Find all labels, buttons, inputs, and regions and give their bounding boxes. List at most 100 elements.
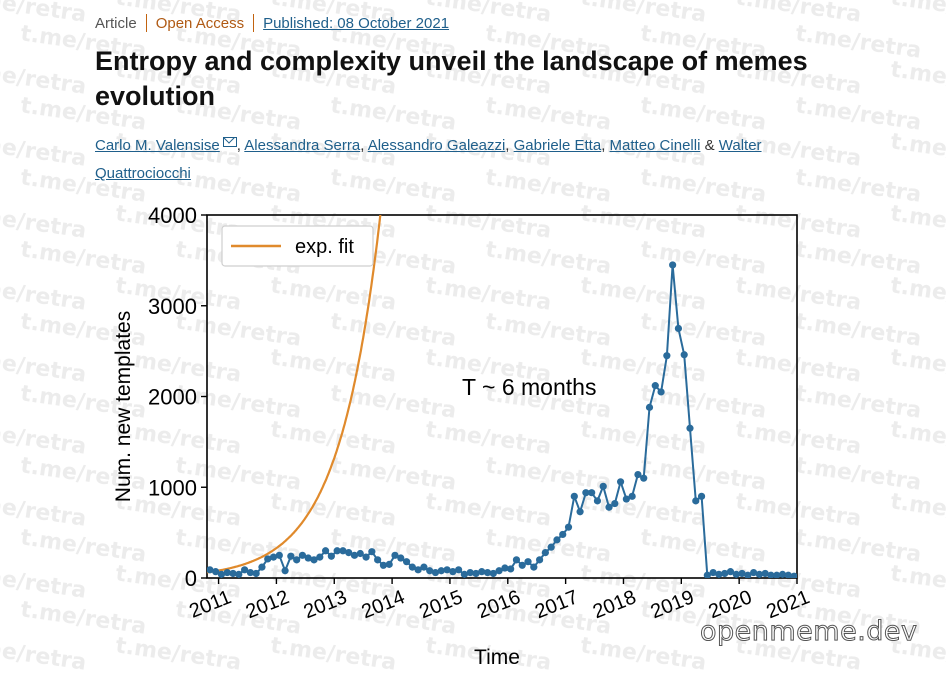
data-point <box>547 543 555 551</box>
y-tick-label: 1000 <box>148 475 197 500</box>
data-point <box>345 548 353 557</box>
data-point <box>553 536 561 544</box>
data-point <box>611 499 619 508</box>
x-axis-label: Time <box>474 646 520 669</box>
x-tick-label: 2017 <box>532 586 582 623</box>
data-point <box>697 492 706 500</box>
legend-label: exp. fit <box>295 236 354 258</box>
data-point <box>310 556 318 564</box>
data-point <box>674 324 683 333</box>
data-point <box>293 556 301 564</box>
data-point <box>207 566 214 574</box>
y-axis-label: Num. new templates <box>112 311 135 502</box>
data-point <box>773 571 781 578</box>
data-point <box>669 261 677 269</box>
author-link[interactable]: Carlo M. Valensise <box>95 137 220 154</box>
data-point <box>316 553 324 561</box>
data-point <box>645 403 654 411</box>
article-title: Entropy and complexity unveil the landsc… <box>95 46 808 111</box>
article-meta: Article Open Access Published: 08 Octobe… <box>95 14 449 32</box>
data-point <box>229 569 237 578</box>
data-point <box>784 571 792 578</box>
data-point <box>732 570 740 578</box>
data-point <box>414 566 422 574</box>
data-point <box>709 568 717 577</box>
legend-box <box>221 225 374 267</box>
data-point <box>431 568 440 577</box>
author-link[interactable]: Alessandro Galeazzi <box>367 137 506 154</box>
data-point <box>321 547 330 555</box>
data-point <box>483 568 492 577</box>
data-point <box>726 568 735 576</box>
data-point <box>541 548 549 557</box>
plot-area <box>207 215 797 578</box>
data-point <box>449 568 457 576</box>
data-point <box>680 351 688 359</box>
data-point <box>327 552 335 560</box>
data-point <box>478 568 486 576</box>
data-point <box>588 489 596 497</box>
figure: 0 1000 2000 3000 4000 2011 2012 2013 2014 2015 201… <box>90 200 820 680</box>
data-point <box>651 382 659 390</box>
author-link[interactable]: Gabriele Etta <box>513 137 602 154</box>
fit-line <box>207 215 382 574</box>
data-point <box>402 558 411 566</box>
data-point <box>356 549 364 558</box>
data-point <box>420 563 428 571</box>
data-point <box>761 569 769 578</box>
author-link[interactable]: Alessandra Serra <box>244 137 361 154</box>
data-point <box>570 492 578 500</box>
mail-icon[interactable] <box>222 137 237 147</box>
data-point <box>622 495 630 503</box>
fit-annotation: T ~ 6 months <box>462 374 596 400</box>
data-point <box>258 563 266 571</box>
data-point <box>408 563 416 571</box>
data-point <box>524 558 532 566</box>
site-watermark: openmeme.dev <box>700 616 918 648</box>
data-point <box>634 470 642 479</box>
data-point <box>564 523 573 531</box>
data-point <box>715 570 723 578</box>
data-point <box>640 474 648 482</box>
x-tick-label: 2016 <box>474 586 524 623</box>
data-point <box>738 569 746 578</box>
meta-divider <box>253 14 255 32</box>
data-point <box>507 565 515 573</box>
data-point <box>385 560 393 568</box>
data-point <box>362 553 370 561</box>
y-tick-label: 0 <box>185 566 197 591</box>
data-point <box>605 503 613 511</box>
data-point <box>663 352 671 360</box>
data-point <box>287 552 295 560</box>
data-point <box>686 424 694 432</box>
article-type: Article <box>95 14 137 32</box>
x-tick-label: 2012 <box>243 586 293 623</box>
y-tick-label: 4000 <box>148 203 197 228</box>
data-point <box>269 553 278 561</box>
data-point <box>350 551 359 559</box>
data-point <box>455 566 463 574</box>
data-point <box>252 569 260 578</box>
x-tick-label: 2015 <box>416 586 466 623</box>
data-point <box>582 489 590 497</box>
data-point <box>397 554 405 562</box>
data-point <box>391 551 399 559</box>
data-point <box>778 570 787 578</box>
data-point <box>460 570 469 578</box>
data-point <box>443 566 451 574</box>
data-point <box>559 530 567 539</box>
data-point <box>298 551 307 559</box>
data-point <box>379 561 388 569</box>
y-tick-label: 3000 <box>148 294 197 319</box>
data-point <box>657 388 665 396</box>
data-point <box>501 564 509 572</box>
data-point <box>495 567 503 575</box>
data-point <box>217 570 226 578</box>
data-point <box>281 567 289 575</box>
published-date-link[interactable]: Published: 08 October 2021 <box>263 14 450 32</box>
author-link[interactable]: Walter Quattrociocchi <box>95 137 762 182</box>
author-link[interactable]: Matteo Cinelli <box>609 137 701 154</box>
data-point <box>368 548 376 556</box>
